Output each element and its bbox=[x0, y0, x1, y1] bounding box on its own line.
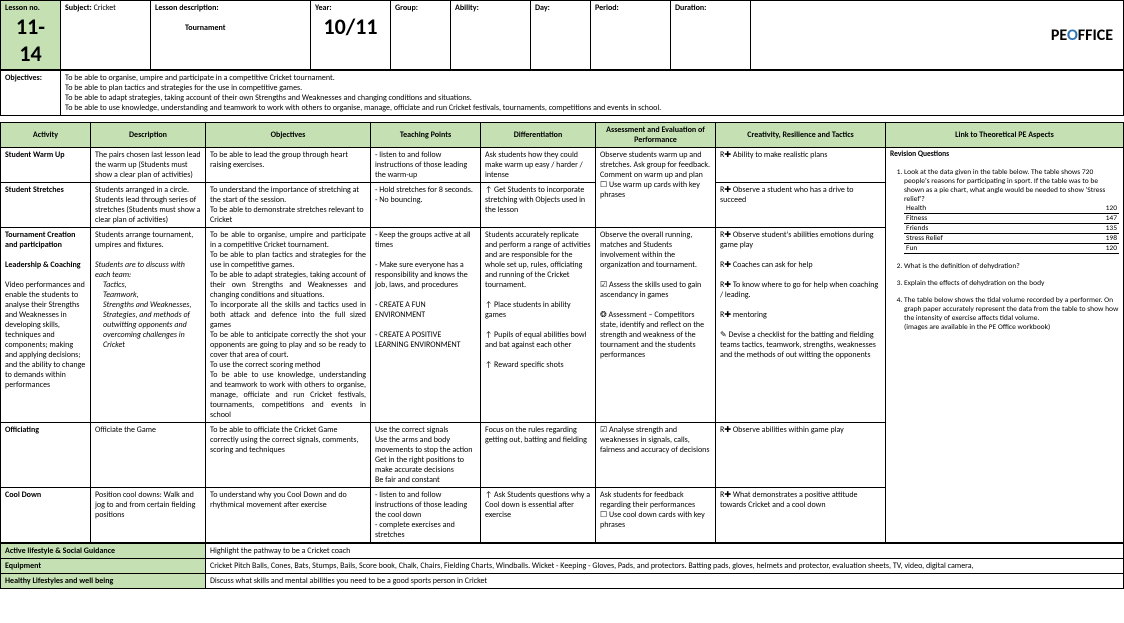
diff-cell: Students accurately replicate and perfor… bbox=[481, 228, 596, 423]
desc-cell: Position cool downs: Walk and jog to and… bbox=[91, 488, 206, 543]
main-table: Activity Description Objectives Teaching… bbox=[0, 122, 1124, 543]
desc-value: Tournament bbox=[155, 23, 306, 33]
rev-q2: What is the definition of dehydration? bbox=[904, 262, 1119, 271]
desc-cell: Officiate the Game bbox=[91, 423, 206, 488]
col-teaching: Teaching Points bbox=[371, 123, 481, 148]
footer-label: Healthy Lifestyles and well being bbox=[1, 574, 206, 589]
diff-cell: ↑ Get Students to incorporate stretching… bbox=[481, 183, 596, 228]
footer-label: Equipment bbox=[1, 559, 206, 574]
rev-q4: The table below shows the tidal volume r… bbox=[904, 296, 1119, 332]
objectives-table: Objectives: To be able to organise, umpi… bbox=[0, 70, 1124, 116]
activity-cell: Student Warm Up bbox=[1, 148, 91, 183]
assess-cell: Ask students for feedback regarding thei… bbox=[596, 488, 716, 543]
rev-q1-table: Health120 Fitness147 Friends135 Stress R… bbox=[904, 204, 1119, 254]
desc-label: Lesson description: bbox=[155, 3, 306, 13]
link-cell: Revision Questions Look at the data give… bbox=[886, 148, 1124, 543]
col-crt: Creativity, Resilience and Tactics bbox=[716, 123, 886, 148]
lesson-no: 11-14 bbox=[5, 13, 56, 67]
footer-value: Discuss what skills and mental abilities… bbox=[206, 574, 1124, 589]
day-label: Day: bbox=[531, 1, 591, 70]
obj-cell: To be able to officiate the Cricket Game… bbox=[206, 423, 371, 488]
revision-title: Revision Questions bbox=[890, 150, 1119, 159]
rev-q3: Explain the effects of dehydration on th… bbox=[904, 279, 1119, 288]
teach-cell: - listen to and follow instructions of t… bbox=[371, 488, 481, 543]
activity-cell: Officiating bbox=[1, 423, 91, 488]
desc-cell: Students arranged in a circle. Students … bbox=[91, 183, 206, 228]
teach-cell: - listen to and follow instructions of t… bbox=[371, 148, 481, 183]
col-diff: Differentiation bbox=[481, 123, 596, 148]
rev-q1: Look at the data given in the table belo… bbox=[904, 168, 1119, 254]
objectives-text: To be able to organise, umpire and parti… bbox=[61, 71, 1124, 116]
teach-cell: Use the correct signals Use the arms and… bbox=[371, 423, 481, 488]
col-description: Description bbox=[91, 123, 206, 148]
assess-cell: Observe students warm up and stretches. … bbox=[596, 148, 716, 228]
assess-cell: ☑ Analyse strength and weaknesses in sig… bbox=[596, 423, 716, 488]
footer-value: Highlight the pathway to be a Cricket co… bbox=[206, 544, 1124, 559]
diff-cell: Ask students how they could make warm up… bbox=[481, 148, 596, 183]
activity-cell: Student Stretches bbox=[1, 183, 91, 228]
col-link: Link to Theoretical PE Aspects bbox=[886, 123, 1124, 148]
period-label: Period: bbox=[591, 1, 671, 70]
crt-cell: R✚ Observe abilities within game play bbox=[716, 423, 886, 488]
diff-cell: ↑ Ask Students questions why a Cool down… bbox=[481, 488, 596, 543]
activity-cell: Cool Down bbox=[1, 488, 91, 543]
footer-table: Active lifestyle & Social GuidanceHighli… bbox=[0, 543, 1124, 589]
col-objectives: Objectives bbox=[206, 123, 371, 148]
year-label: Year: bbox=[315, 3, 386, 13]
group-label: Group: bbox=[391, 1, 451, 70]
obj-cell: To be able to organise, umpire and parti… bbox=[206, 228, 371, 423]
desc-cell: The pairs chosen last lesson lead the wa… bbox=[91, 148, 206, 183]
objectives-label: Objectives: bbox=[1, 71, 61, 116]
obj-cell: To be able to lead the group through hea… bbox=[206, 148, 371, 183]
lesson-no-label: Lesson no. bbox=[5, 3, 56, 13]
assess-cell: Observe the overall running, matches and… bbox=[596, 228, 716, 423]
crt-cell: R✚ Observe a student who has a drive to … bbox=[716, 183, 886, 228]
crt-cell: R✚ Ability to make realistic plans bbox=[716, 148, 886, 183]
desc-cell: Students arrange tournament, umpires and… bbox=[91, 228, 206, 423]
subject-label: Subject: bbox=[65, 3, 92, 13]
logo: PEOFFICE bbox=[751, 1, 1124, 70]
col-activity: Activity bbox=[1, 123, 91, 148]
crt-cell: R✚ Observe student's abilities emotions … bbox=[716, 228, 886, 423]
year-value: 10/11 bbox=[315, 13, 386, 40]
duration-label: Duration: bbox=[671, 1, 751, 70]
footer-label: Active lifestyle & Social Guidance bbox=[1, 544, 206, 559]
teach-cell: - Keep the groups active at all times - … bbox=[371, 228, 481, 423]
subject-value: Cricket bbox=[94, 3, 116, 13]
table-row: Student Warm Up The pairs chosen last le… bbox=[1, 148, 1124, 183]
ability-label: Ability: bbox=[451, 1, 531, 70]
teach-cell: - Hold stretches for 8 seconds. - No bou… bbox=[371, 183, 481, 228]
col-assess: Assessment and Evaluation of Performance bbox=[596, 123, 716, 148]
footer-value: Cricket Pitch Balls, Cones, Bats, Stumps… bbox=[206, 559, 1124, 574]
obj-cell: To understand the importance of stretchi… bbox=[206, 183, 371, 228]
activity-cell: Tournament Creation and participation Le… bbox=[1, 228, 91, 423]
crt-cell: R✚ What demonstrates a positive attitude… bbox=[716, 488, 886, 543]
obj-cell: To understand why you Cool Down and do r… bbox=[206, 488, 371, 543]
header-table: Lesson no. 11-14 Subject: Cricket Lesson… bbox=[0, 0, 1124, 70]
diff-cell: Focus on the rules regarding getting out… bbox=[481, 423, 596, 488]
